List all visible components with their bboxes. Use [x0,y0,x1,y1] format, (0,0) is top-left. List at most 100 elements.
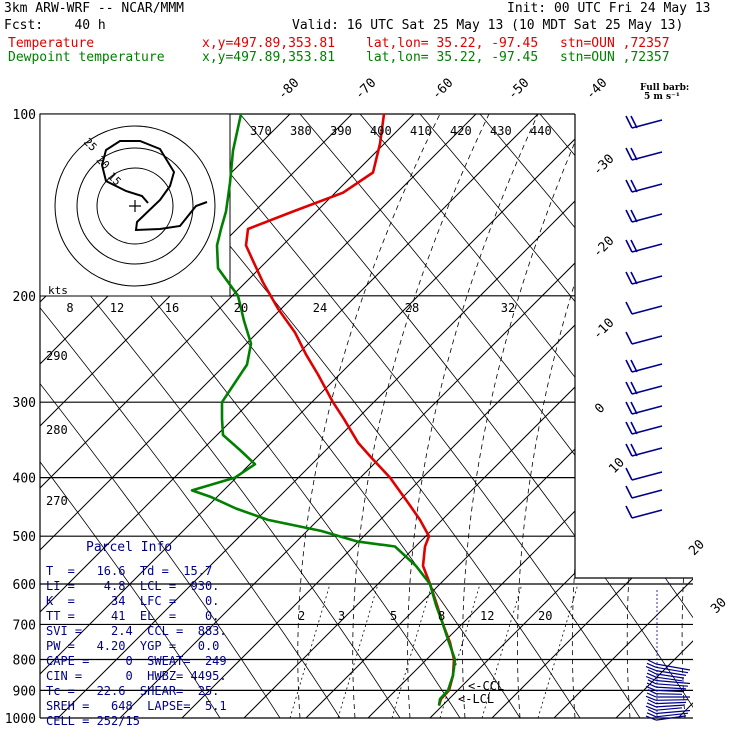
isotherm-line [40,114,539,718]
pressure-tick-label: 300 [13,396,36,411]
theta-e-label: 400 [370,124,392,138]
wind-barb-flag [625,381,633,395]
isotherm-line [40,114,477,718]
mixing-ratio-label: 2 [298,609,305,623]
wind-barb-flag [647,689,657,695]
wind-barb-flag [625,401,633,415]
wind-barb-flag [630,401,638,415]
theta-e-label: 380 [290,124,312,138]
wind-barb [655,663,691,671]
barb-legend-line2: 5 m s⁻¹ [644,92,680,102]
speed-axis-label: 20 [234,301,248,315]
wind-barb [655,676,683,682]
wind-barb-flag [630,147,638,161]
isotherm-line [429,114,693,718]
wind-barb [631,489,663,499]
wind-barb-flag [645,705,657,711]
moist-adiabat [407,114,539,718]
dry-adiabat [479,114,693,718]
pressure-tick-label: 100 [13,108,36,123]
mixing-ratio-label: 12 [480,609,494,623]
parcel-row: TT = 41 EL = 0. [46,609,220,623]
parcel-info-title: Parcel Info [86,540,173,555]
wind-barb-flag [630,209,638,223]
mixing-ratio-line [439,583,481,718]
wind-barb-flag [645,715,657,721]
speed-axis-label: 8 [66,301,73,315]
isotherm-label: -60 [429,76,456,103]
wind-barb [655,686,687,690]
wind-barbs [625,115,691,721]
parcel-info-panel: Parcel Info T = 16.6 Td = 15.7 LI = 4.8 … [40,538,250,736]
wind-barb [655,683,689,687]
moist-adiabat [297,114,441,718]
parcel-row: CELL = 252/15 [46,714,140,728]
isotherm-line [615,114,693,718]
hodograph-center [129,200,141,212]
dry-adiabat [179,114,641,718]
parcel-row: K = 34 LFC = 0. [46,594,220,608]
wind-barb-flag [630,421,638,435]
parcel-row: LI = 4.8 LCL = 930. [46,579,220,593]
moist-adiabat [681,114,693,718]
dewpoint-station: stn=OUN ,72357 [560,50,670,65]
forecast-hour: Fcst: 40 h [4,18,106,33]
speed-axis-label: 32 [501,301,515,315]
wind-barb-flag [646,692,657,698]
wind-barb-flag [625,115,633,129]
model-title: 3km ARW-WRF -- NCAR/MMM [4,1,185,16]
isotherm-line [305,114,693,718]
pressure-tick-label: 600 [13,578,36,593]
wind-barb [655,693,683,695]
moist-adiabat [462,114,588,718]
parcel-row: PW = 4.20 YGP = 0.0 [46,639,220,653]
isotherm-label: -20 [590,234,617,261]
valid-time: Valid: 16 UTC Sat 25 May 13 (10 MDT Sat … [292,18,684,33]
wind-barb-flag [647,659,657,665]
wind-barb-flag [646,712,657,718]
barb-legend: Full barb: 5 m s⁻¹ [640,84,689,102]
theta-label: 290 [46,349,68,363]
kts-label: kts [48,284,68,297]
temperature-curve [244,113,456,706]
wind-barb-flag [630,115,638,129]
isotherm-label: -50 [505,76,532,103]
wind-barb [655,666,689,674]
pressure-tick-label: 700 [13,618,36,633]
wind-barb [631,335,663,345]
mixing-ratio-label: 20 [538,609,552,623]
wind-barb-flag [647,679,657,685]
wind-barb-flag [625,147,633,161]
wind-barb-flag [630,443,638,457]
isotherm-line [491,114,693,718]
wind-barb [655,707,683,711]
parcel-row: SVI = 2.4 CCL = 883. [46,624,227,638]
wind-barb [655,673,685,679]
dry-adiabat [239,114,693,718]
wind-barb-flag [647,699,657,705]
theta-e-label: 420 [450,124,472,138]
dewpoint-legend: Dewpoint temperature [8,50,165,65]
wind-barb-flag [625,271,633,285]
wind-barb [655,679,691,685]
wind-barb-flag [630,381,638,395]
hodograph-trace [100,140,208,232]
theta-e-label: 410 [410,124,432,138]
wind-barb [655,670,687,676]
wind-barb [655,709,691,715]
parcel-row: T = 16.6 Td = 15.7 [46,564,213,578]
isotherm-line [40,114,601,718]
wind-barb-flag [625,421,633,435]
mixing-ratio-label: 8 [438,609,445,623]
wind-barb-flag [645,675,657,682]
pressure-tick-label: 200 [13,290,36,305]
wind-barb [655,699,689,701]
isotherm-label: -80 [275,76,302,103]
isotherm-label: -70 [352,76,379,103]
wind-barb-flag [625,209,633,223]
wind-barb-flag [646,702,657,708]
isotherm-line [243,114,693,718]
wind-barb [631,471,663,481]
dry-adiabat [40,114,221,718]
